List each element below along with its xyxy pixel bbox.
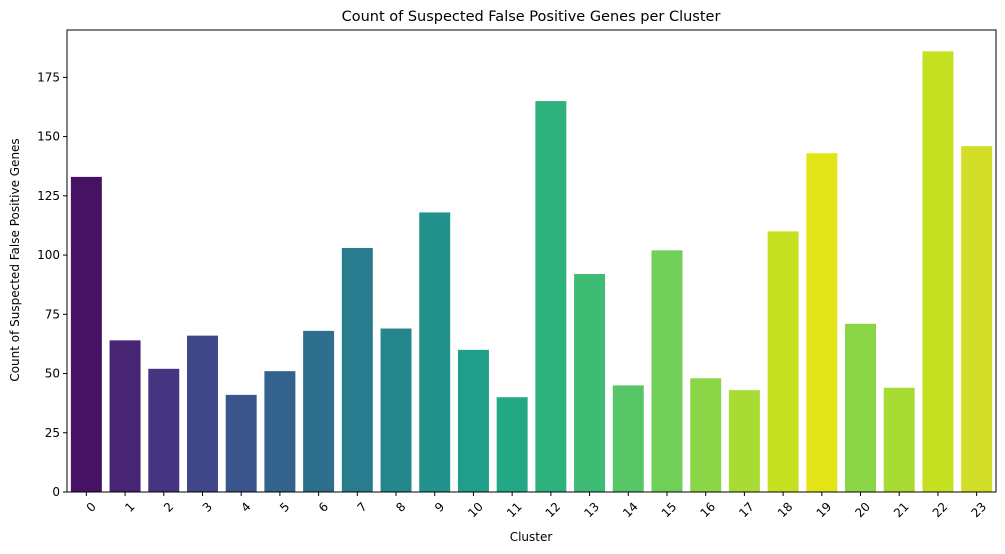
- bar-cluster-4: [225, 394, 257, 492]
- x-tick-label: 0: [84, 500, 99, 515]
- y-axis: 0 25 50 75 100 125 150 175: [37, 70, 67, 499]
- y-tick-label: 175: [37, 70, 60, 84]
- x-tick-label: 10: [465, 500, 486, 521]
- bar-cluster-1: [109, 340, 141, 492]
- x-axis: 0 1 2 3 4 5 6 7 8 9 10 11 12 13 14 15 16 17 18 19 20 21 22 23: [84, 492, 989, 521]
- plot-frame: [66, 29, 997, 493]
- x-tick-label: 13: [581, 500, 602, 521]
- bar-cluster-13: [574, 274, 606, 492]
- bar-cluster-6: [303, 330, 335, 492]
- x-tick-label: 21: [891, 500, 912, 521]
- bar-cluster-7: [341, 247, 373, 492]
- x-tick-label: 5: [277, 500, 292, 515]
- x-tick-label: 6: [316, 500, 331, 515]
- y-tick-label: 75: [45, 307, 60, 321]
- bar-cluster-0: [70, 176, 102, 492]
- bar-cluster-15: [651, 250, 683, 492]
- bar-cluster-3: [186, 335, 218, 492]
- x-tick-label: 22: [930, 500, 951, 521]
- bar-cluster-20: [845, 323, 877, 492]
- y-axis-title: Count of Suspected False Positive Genes: [8, 138, 22, 381]
- x-tick-label: 20: [852, 500, 873, 521]
- y-tick-label: 50: [45, 367, 60, 381]
- y-tick-label: 100: [37, 248, 60, 262]
- bar-cluster-14: [612, 385, 644, 492]
- x-tick-label: 1: [122, 500, 137, 515]
- y-tick-label: 150: [37, 130, 60, 144]
- x-tick-label: 4: [238, 500, 253, 515]
- y-tick-label: 0: [52, 485, 60, 499]
- bar-cluster-22: [922, 51, 954, 492]
- bar-cluster-2: [148, 368, 180, 492]
- bar-cluster-9: [419, 212, 451, 492]
- x-tick-label: 19: [814, 500, 835, 521]
- x-tick-label: 17: [736, 500, 757, 521]
- bar-cluster-10: [457, 349, 489, 492]
- bar-cluster-16: [690, 378, 722, 492]
- x-tick-label: 11: [504, 500, 525, 521]
- x-tick-label: 15: [659, 500, 680, 521]
- bar-cluster-8: [380, 328, 412, 492]
- x-axis-title: Cluster: [510, 530, 553, 544]
- x-tick-label: 23: [968, 500, 989, 521]
- x-tick-label: 12: [543, 500, 564, 521]
- bars-group: [70, 51, 993, 493]
- bar-cluster-12: [535, 101, 567, 493]
- y-tick-label: 125: [37, 189, 60, 203]
- x-tick-label: 18: [775, 500, 796, 521]
- x-tick-label: 8: [393, 500, 408, 515]
- x-tick-label: 3: [200, 500, 215, 515]
- x-tick-label: 7: [354, 500, 369, 515]
- x-tick-label: 16: [697, 500, 718, 521]
- bar-cluster-17: [728, 390, 760, 492]
- bar-cluster-18: [767, 231, 799, 492]
- bar-cluster-5: [264, 371, 296, 492]
- x-tick-label: 2: [161, 500, 176, 515]
- y-tick-label: 25: [45, 426, 60, 440]
- bar-cluster-11: [496, 397, 528, 492]
- bar-cluster-19: [806, 153, 838, 492]
- bar-cluster-23: [961, 146, 993, 493]
- x-tick-label: 9: [432, 500, 447, 515]
- x-tick-label: 14: [620, 500, 641, 521]
- chart-title: Count of Suspected False Positive Genes …: [342, 9, 721, 25]
- bar-cluster-21: [883, 387, 915, 492]
